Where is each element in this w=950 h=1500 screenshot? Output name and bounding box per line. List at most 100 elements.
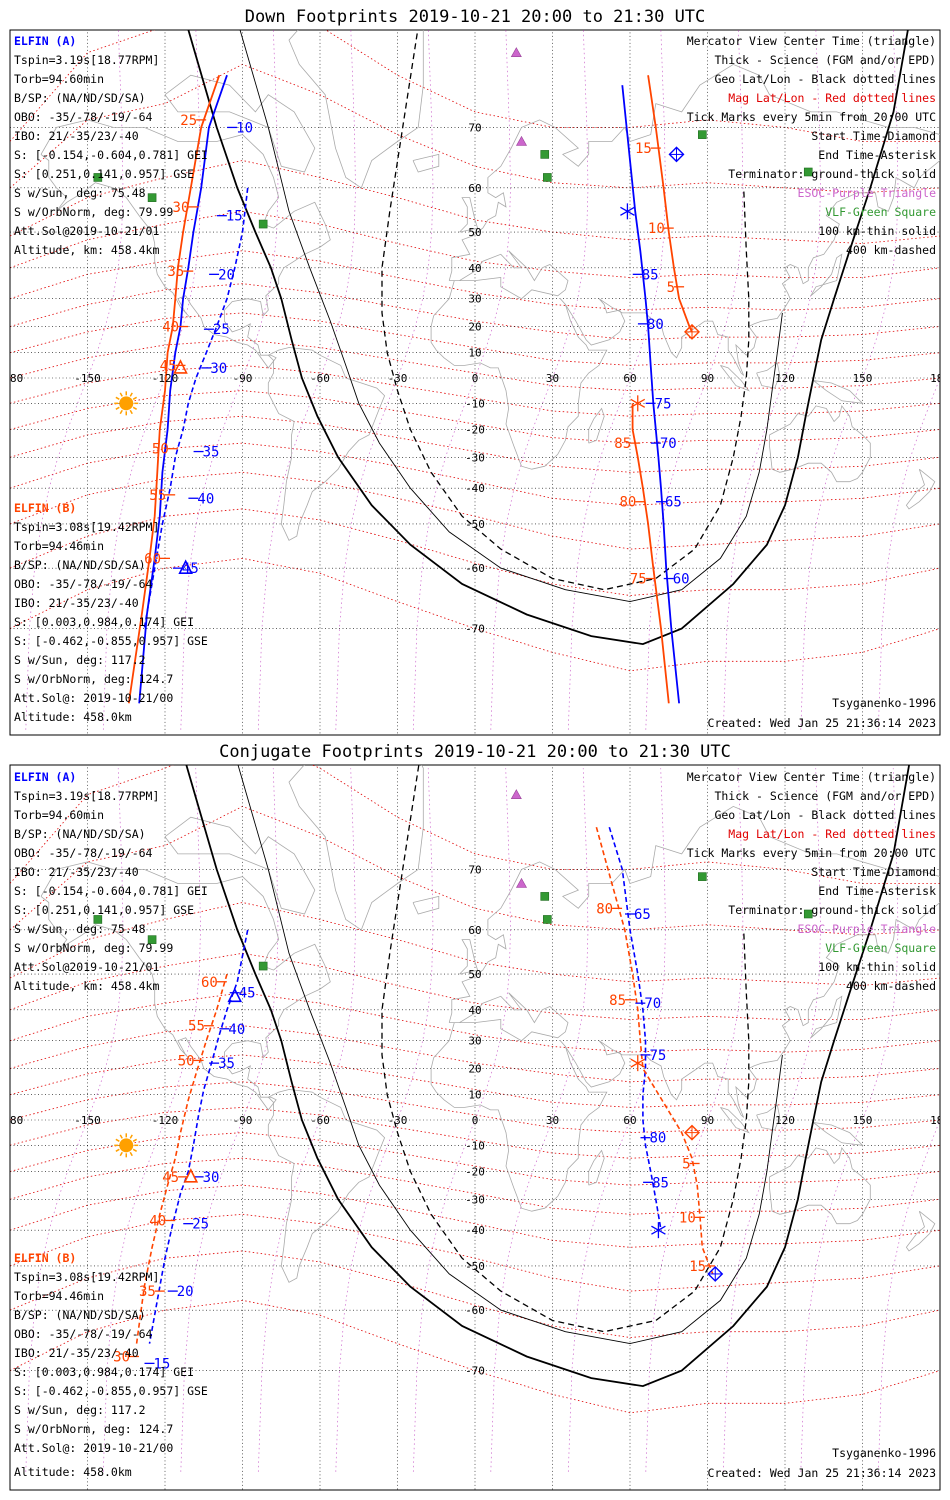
mag-longitude-line — [257, 768, 356, 1472]
lon-label: -180 — [0, 372, 23, 385]
lat-label: 30 — [468, 293, 481, 306]
sun-icon — [114, 391, 139, 416]
footprint-track-elfin-b — [135, 973, 228, 1344]
track-tick-label-elfin-b: 35 — [139, 1284, 156, 1300]
start-time-diamond-elfin-b — [684, 1124, 700, 1141]
track-tick-label-elfin-b: 25 — [180, 113, 197, 129]
sun-ray — [119, 1134, 123, 1139]
conj-b-sun: S w/Sun, deg: 117.2 — [14, 1403, 146, 1417]
terminator-ground — [187, 30, 909, 646]
track-tick-label-elfin-b: 85 — [609, 993, 626, 1009]
down-b-orbnorm: S w/OrbNorm, deg: 124.7 — [14, 672, 173, 686]
conj-info-elfin-a: ELFIN (A) Tspin=3.19s[18.77RPM] Torb=94.… — [14, 770, 208, 993]
vlf-station-marker — [93, 915, 103, 924]
track-tick-label-elfin-a: 15 — [226, 209, 243, 225]
lon-label: -180 — [0, 1114, 23, 1127]
end-time-asterisk-elfin-a — [651, 1222, 666, 1239]
track-tick-label-elfin-a: 75 — [650, 1048, 667, 1064]
sun-ray — [129, 1151, 133, 1157]
conj-a-sun: S w/Sun, deg: 75.48 — [14, 922, 146, 936]
conj-grid-labels: -180-150-120-90-60-300306090120150180706… — [0, 863, 940, 1378]
down-legend-start-time: Start Time-Diamond — [811, 129, 936, 143]
lat-label: 10 — [468, 1089, 481, 1102]
lat-label: 10 — [468, 347, 481, 360]
sun-disk — [119, 1138, 134, 1153]
start-time-diamond-elfin-a — [707, 1265, 724, 1282]
down-b-s-gei: S: [0.003,0.984,0.174] GEI — [14, 615, 194, 629]
lon-label: 150 — [853, 1114, 873, 1127]
conj-legend-100km: 100 km-thin solid — [818, 960, 936, 974]
end-time-asterisk-elfin-a — [620, 203, 635, 220]
sun-ray — [132, 1138, 138, 1142]
mag-longitude-line — [335, 30, 434, 730]
coastline — [448, 63, 940, 281]
sun-ray — [115, 406, 120, 410]
track-tick-label-elfin-a: 80 — [647, 317, 664, 333]
conj-legend-start-time: Start Time-Diamond — [811, 865, 936, 879]
lat-label: 40 — [468, 1004, 481, 1017]
end-time-asterisk-elfin-b — [630, 1055, 646, 1072]
esoc-station-marker — [515, 877, 528, 888]
conj-legend-mag-grid: Mag Lat/Lon - Red dotted lines — [728, 827, 936, 841]
center-time-triangle-elfin-a — [178, 559, 193, 574]
mag-longitude-line — [257, 30, 356, 730]
track-tick-label-elfin-b: 50 — [152, 442, 169, 458]
conj-b-attsol: Att.Sol@: 2019-10-21/00 — [14, 1441, 173, 1455]
footprint-track-elfin-b — [127, 74, 221, 704]
down-b-bsp: B/SP: (NA/ND/SD/SA) — [14, 558, 146, 572]
track-tick-label-elfin-a: 65 — [634, 907, 651, 923]
track-tick-label-elfin-a: 25 — [192, 1217, 209, 1233]
vlf-station-marker — [147, 193, 157, 202]
conj-b-alt: Altitude: 458.0km — [14, 1465, 132, 1479]
track-tick-label-elfin-a: 35 — [218, 1056, 235, 1072]
conj-b-s-gei: S: [0.003,0.984,0.174] GEI — [14, 1365, 194, 1379]
down-b-tspin: Tspin=3.08s[19.42RPM] — [14, 520, 159, 534]
mag-latitude-line — [10, 557, 940, 672]
esoc-station-marker — [510, 789, 522, 800]
down-a-sun: S w/Sun, deg: 75.48 — [14, 186, 146, 200]
lon-label: 30 — [546, 1114, 559, 1127]
conj-b-bsp: B/SP: (NA/ND/SD/SA) — [14, 1308, 146, 1322]
mag-latitude-line — [10, 1184, 940, 1248]
mag-latitude-line — [10, 1025, 940, 1083]
coastline — [720, 1107, 750, 1134]
conj-ground-stations — [93, 789, 813, 1158]
down-b-obo: OBO: -35/-78/-19/-64 — [14, 577, 153, 591]
lat-label: 70 — [468, 863, 481, 876]
down-legend-mag-grid: Mag Lat/Lon - Red dotted lines — [728, 91, 936, 105]
down-a-s-gei: S: [-0.154,-0.604,0.781] GEI — [14, 148, 208, 162]
down-footer-model: Tsyganenko-1996 — [832, 696, 936, 710]
track-tick-label-elfin-a: 80 — [650, 1131, 667, 1147]
down-legend-esoc: ESOC-Purple Triangle — [798, 186, 937, 200]
lon-label: 90 — [701, 1114, 714, 1127]
down-coastlines — [40, 30, 940, 541]
coastline — [756, 362, 781, 389]
sun-ray — [119, 1151, 123, 1157]
mag-latitude-line — [10, 1250, 940, 1338]
track-tick-label-elfin-b: 45 — [162, 1170, 179, 1186]
down-b-alt: Altitude: 458.0km — [14, 710, 132, 724]
conj-footprint-tracks — [135, 826, 714, 1344]
coastline — [459, 197, 479, 233]
coastline — [565, 902, 940, 1118]
track-tick-label-elfin-a: 85 — [642, 267, 659, 283]
lon-label: 60 — [623, 372, 636, 385]
track-tick-label-elfin-b: 15 — [689, 1259, 706, 1275]
track-tick-label-elfin-b: 55 — [149, 488, 166, 504]
down-a-orbnorm: S w/OrbNorm, deg: 79.99 — [14, 205, 173, 219]
conj-legend-terminator: Terminator: ground-thick solid — [728, 903, 936, 917]
conj-track-markers — [183, 987, 724, 1282]
mag-longitude-line — [180, 30, 279, 730]
conj-a-torb: Torb=94.60min — [14, 808, 104, 822]
coastline — [448, 805, 940, 1023]
terminator-ground — [185, 765, 911, 1388]
conj-footer-model: Tsyganenko-1996 — [832, 1446, 936, 1460]
conj-terminator — [185, 765, 911, 1388]
track-tick-label-elfin-a: 40 — [197, 491, 214, 507]
lon-label: -90 — [233, 372, 253, 385]
conj-a-alt: Altitude, km: 458.4km — [14, 979, 159, 993]
lat-label: -70 — [465, 1365, 485, 1378]
mag-longitude-line — [722, 30, 821, 730]
diamond-outline — [684, 1124, 700, 1141]
